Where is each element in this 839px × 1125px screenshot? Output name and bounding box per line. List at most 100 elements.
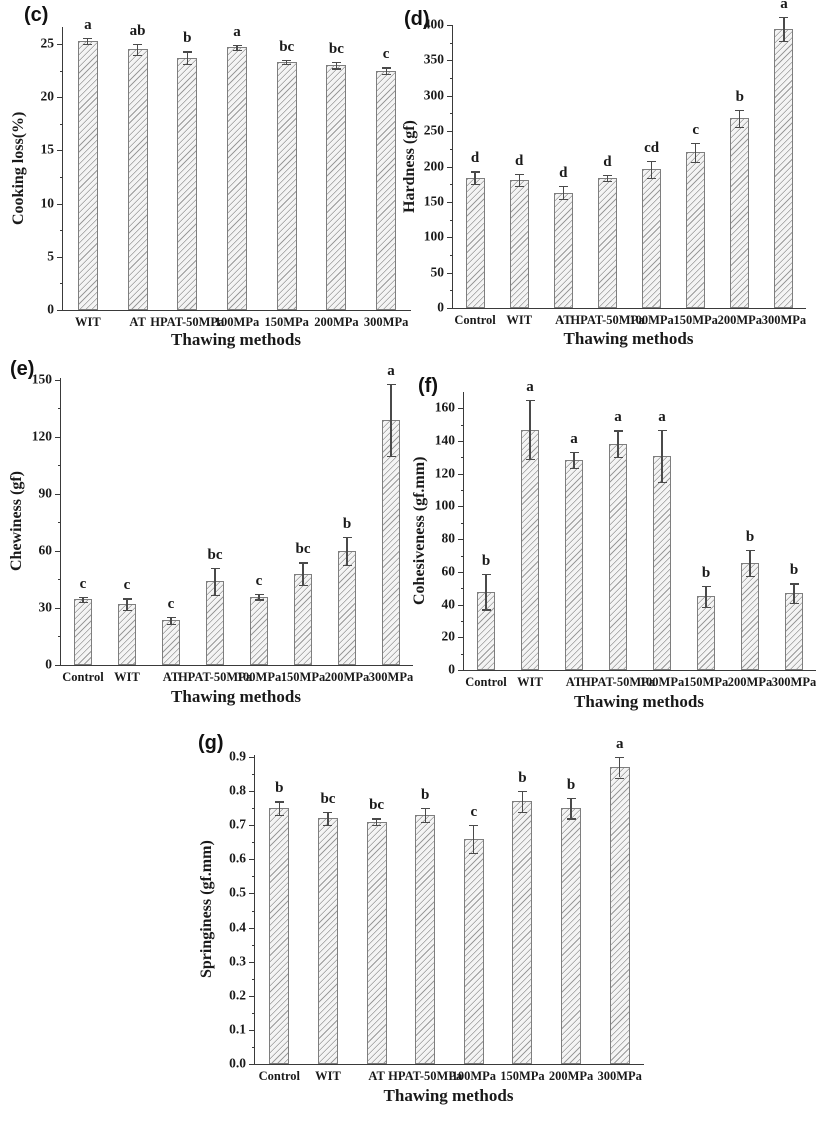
- y-tick: [249, 791, 255, 793]
- panel-label: (c): [24, 4, 49, 26]
- error-bar-cap-bottom: [210, 594, 220, 596]
- error-bar: [521, 791, 524, 812]
- error-bar-cap-bottom: [735, 126, 745, 129]
- error-bar: [485, 573, 487, 610]
- bar-WIT: [317, 818, 338, 1064]
- y-tick-label: 0.2: [229, 987, 246, 1003]
- y-tick-label: 0.4: [229, 919, 246, 935]
- y-tick: [447, 60, 453, 62]
- bar-HPAT-50MPa: [415, 815, 436, 1064]
- error-bar-cap-bottom: [602, 180, 612, 182]
- error-bar: [327, 811, 329, 826]
- y-minor-tick: [460, 588, 464, 590]
- significance-letter: c: [255, 572, 263, 589]
- y-tick: [57, 44, 63, 46]
- error-bar-cap-bottom: [420, 821, 430, 824]
- y-tick-label: 80: [441, 530, 456, 546]
- y-minor-tick: [449, 78, 453, 80]
- x-category-label: WIT: [74, 315, 101, 329]
- error-bar: [390, 383, 392, 456]
- y-tick: [447, 166, 453, 168]
- error-bar-cap-top: [254, 593, 264, 595]
- y-axis-title: Cooking loss(%): [10, 111, 27, 226]
- y-tick: [249, 757, 255, 759]
- x-category-label: WIT: [506, 313, 533, 327]
- x-category-label: HPAT-50MPa: [570, 313, 645, 327]
- plot-area-springiness: 0.0 0.1 0.2 0.3 0.4 0.5 0.6 0.7 0.8 0.9 b Control bc…: [229, 737, 644, 1083]
- error-bar-cap-top: [298, 562, 308, 564]
- bar-WIT: [509, 179, 529, 308]
- y-tick-label: 25: [40, 35, 55, 51]
- panel-hardness: (d) Hardness (gf) 0 50 100 150 200 250 300 350 4…: [395, 0, 839, 355]
- y-minor-tick: [251, 876, 255, 878]
- error-bar-cap-top: [613, 430, 623, 432]
- significance-letter: d: [603, 153, 612, 170]
- panel-chewiness: (e) Chewiness (gf) 0 30 60 90 120 150 c Control…: [0, 355, 420, 723]
- error-bar: [82, 596, 84, 603]
- y-minor-tick: [449, 42, 453, 44]
- significance-letter: bc: [328, 41, 344, 58]
- significance-letter: a: [615, 736, 624, 753]
- y-tick-label: 150: [423, 193, 444, 209]
- significance-letter: c: [167, 595, 175, 612]
- y-minor-tick: [251, 1012, 255, 1014]
- error-bar-cap-top: [566, 797, 576, 800]
- bar-200MPa: [326, 65, 347, 310]
- y-tick: [249, 893, 255, 895]
- error-bar-cap-bottom: [323, 825, 333, 827]
- error-bar: [793, 583, 795, 603]
- panel-label: (e): [10, 358, 35, 380]
- error-bar: [705, 585, 707, 608]
- plot-area-cooking-loss: 0 5 10 15 20 25 a WIT ab AT b HPAT-50MPa a 100MPa bc 15…: [41, 17, 411, 329]
- bar-Control: [269, 808, 290, 1064]
- significance-letter: d: [559, 165, 568, 182]
- error-bar: [170, 616, 172, 625]
- error-bar: [302, 562, 304, 586]
- bar-150MPa: [686, 152, 706, 308]
- error-bar: [385, 67, 387, 74]
- significance-letter: b: [566, 776, 576, 793]
- y-tick: [447, 201, 453, 203]
- error-bar-cap-top: [323, 811, 333, 813]
- y-tick-label: 300: [423, 87, 444, 103]
- error-bar-cap-bottom: [615, 777, 625, 779]
- y-tick-label: 60: [38, 542, 53, 558]
- error-bar-cap-top: [83, 37, 93, 39]
- x-category-label: HPAT-50MPa: [177, 670, 253, 684]
- error-bar: [87, 37, 89, 44]
- error-bar-cap-bottom: [372, 825, 382, 827]
- bar-300MPa: [774, 28, 794, 308]
- error-bar-cap-bottom: [470, 184, 480, 186]
- error-bar-cap-top: [779, 16, 789, 18]
- error-bar-cap-top: [381, 67, 391, 69]
- significance-letter: a: [84, 16, 92, 33]
- significance-letter: bc: [295, 541, 311, 558]
- error-bar: [573, 451, 575, 469]
- error-bar: [136, 44, 139, 55]
- y-minor-tick: [57, 579, 61, 581]
- y-tick: [458, 571, 464, 573]
- y-tick: [458, 408, 464, 410]
- bar-100MPa: [250, 596, 268, 665]
- y-tick-label: 150: [31, 371, 52, 387]
- y-minor-tick: [251, 1046, 255, 1048]
- y-tick-label: 0.5: [229, 885, 246, 901]
- error-bar: [570, 797, 572, 819]
- error-bar: [346, 536, 348, 566]
- error-bar-cap-top: [210, 568, 220, 570]
- bar-AT: [162, 620, 180, 665]
- error-bar-cap-bottom: [166, 624, 176, 626]
- significance-letter: ab: [129, 23, 146, 40]
- error-bar-cap-bottom: [745, 575, 755, 578]
- y-minor-tick: [59, 123, 63, 125]
- bar-WIT: [77, 40, 98, 310]
- y-minor-tick: [57, 522, 61, 524]
- bar-AT: [127, 49, 148, 310]
- error-bar-cap-bottom: [386, 455, 396, 458]
- error-bar-cap-bottom: [558, 199, 568, 201]
- y-minor-tick: [449, 113, 453, 115]
- y-minor-tick: [460, 457, 464, 459]
- error-bar-cap-top: [331, 62, 341, 64]
- x-category-label: Control: [258, 1069, 301, 1083]
